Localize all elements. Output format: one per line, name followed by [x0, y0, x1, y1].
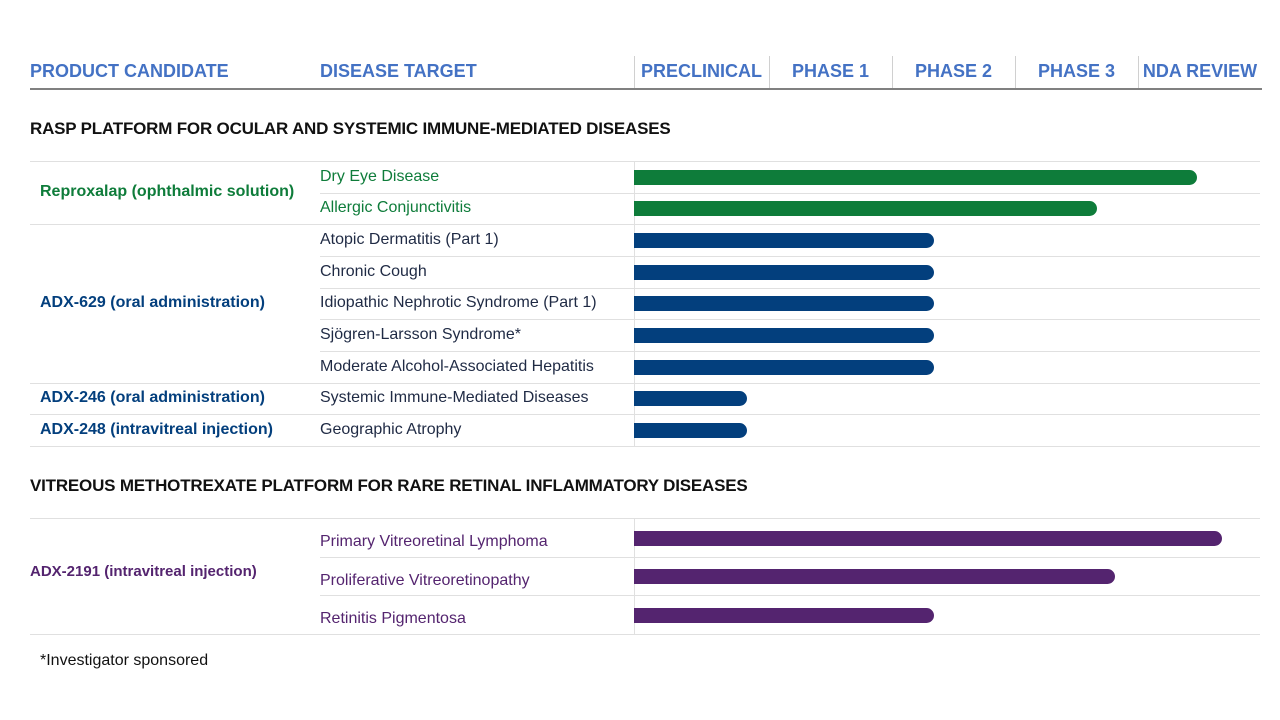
- pipeline-bar: [634, 170, 1197, 185]
- pipeline-bar: [634, 296, 934, 311]
- product-adx-248: ADX-248 (intravitreal injection): [40, 421, 273, 438]
- disease-label: Retinitis Pigmentosa: [320, 610, 466, 627]
- section-title-rasp: RASP PLATFORM FOR OCULAR AND SYSTEMIC IM…: [30, 119, 671, 138]
- disease-label: Moderate Alcohol-Associated Hepatitis: [320, 358, 594, 375]
- product-adx-246: ADX-246 (oral administration): [40, 389, 265, 406]
- pipeline-bar: [634, 608, 934, 623]
- pipeline-bar: [634, 531, 1222, 546]
- header-separator: [769, 56, 770, 88]
- disease-label: Sjögren-Larsson Syndrome*: [320, 326, 521, 343]
- grid-line: [30, 634, 1260, 635]
- header-separator: [1015, 56, 1016, 88]
- pipeline-bar: [634, 201, 1097, 216]
- grid-line: [320, 193, 1260, 194]
- pipeline-bar: [634, 569, 1115, 584]
- header-separator: [892, 56, 893, 88]
- header-phase-preclinical: PRECLINICAL: [641, 61, 762, 81]
- grid-line: [320, 595, 1260, 596]
- header-rule: [30, 88, 1262, 90]
- pipeline-bar: [634, 233, 934, 248]
- header-separator: [634, 56, 635, 88]
- grid-line: [30, 518, 1260, 519]
- header-phase-1: PHASE 1: [791, 61, 870, 81]
- disease-label: Allergic Conjunctivitis: [320, 199, 472, 216]
- grid-line: [320, 288, 1260, 289]
- disease-label: Atopic Dermatitis (Part 1): [320, 231, 499, 248]
- header-disease-target: DISEASE TARGET: [320, 61, 477, 81]
- product-adx-2191: ADX-2191 (intravitreal injection): [30, 563, 257, 580]
- grid-line: [30, 383, 1260, 384]
- grid-line: [30, 414, 1260, 415]
- pipeline-bar: [634, 360, 934, 375]
- pipeline-bar: [634, 328, 934, 343]
- grid-line: [30, 224, 1260, 225]
- grid-line: [320, 319, 1260, 320]
- product-reproxalap: Reproxalap (ophthalmic solution): [40, 183, 295, 200]
- header-separator: [1138, 56, 1139, 88]
- pipeline-bar: [634, 391, 747, 406]
- grid-line: [30, 446, 1260, 447]
- disease-label: Idiopathic Nephrotic Syndrome (Part 1): [320, 294, 597, 311]
- section-title-vitreous-methotrexate: VITREOUS METHOTREXATE PLATFORM FOR RARE …: [30, 476, 748, 495]
- pipeline-bar: [634, 423, 747, 438]
- header-product-candidate: PRODUCT CANDIDATE: [30, 61, 229, 81]
- header-phase-2: PHASE 2: [914, 61, 993, 81]
- disease-label: Geographic Atrophy: [320, 421, 462, 438]
- disease-label: Primary Vitreoretinal Lymphoma: [320, 533, 548, 550]
- disease-label: Proliferative Vitreoretinopathy: [320, 572, 530, 589]
- pipeline-bar: [634, 265, 934, 280]
- header-phase-nda-review: NDA REVIEW: [1142, 61, 1258, 81]
- disease-label: Dry Eye Disease: [320, 168, 440, 185]
- footnote: *Investigator sponsored: [40, 652, 209, 669]
- grid-line: [320, 351, 1260, 352]
- product-adx-629: ADX-629 (oral administration): [40, 294, 265, 311]
- grid-line: [320, 256, 1260, 257]
- grid-line: [30, 161, 1260, 162]
- disease-label: Systemic Immune-Mediated Diseases: [320, 389, 589, 406]
- grid-line: [320, 557, 1260, 558]
- disease-label: Chronic Cough: [320, 263, 427, 280]
- header-phase-3: PHASE 3: [1037, 61, 1116, 81]
